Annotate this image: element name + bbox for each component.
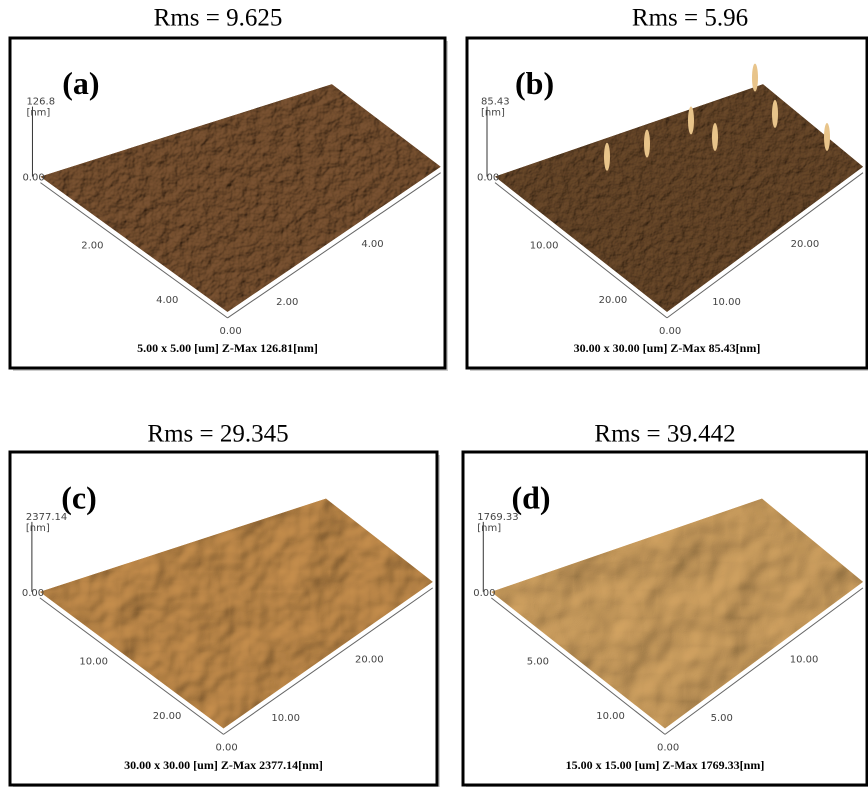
origin-label: 0.00 [220, 326, 242, 337]
panel-tag: (b) [515, 65, 554, 101]
z-max-label: 85.43 [481, 97, 510, 108]
spike [712, 123, 718, 151]
panel-title: Rms = 29.345 [147, 421, 288, 448]
y-tick-label: 4.00 [361, 239, 383, 250]
x-tick-label: 4.00 [156, 295, 178, 306]
y-tick-label: 10.00 [790, 654, 819, 665]
origin-label: 0.00 [659, 326, 681, 337]
x-tick-label: 10.00 [596, 711, 625, 722]
z-unit-label: [nm] [26, 108, 50, 119]
x-tick-label: 20.00 [153, 711, 182, 722]
figure: Rms = 9.625126.8[nm]0.002.004.004.002.00… [0, 0, 868, 787]
z-min-label: 0.00 [473, 588, 495, 599]
panel-caption: 5.00 x 5.00 [um] Z-Max 126.81[nm] [137, 341, 318, 355]
z-unit-label: [nm] [477, 523, 501, 534]
afm-panel: 85.43[nm] 0.00 10.00 20.00 20.00 10.00 0.00 30.… [467, 38, 868, 371]
panel-tag: (d) [511, 480, 550, 516]
z-min-label: 0.00 [477, 173, 499, 184]
spike [772, 100, 778, 128]
z-min-label: 0.00 [22, 588, 44, 599]
origin-label: 0.00 [657, 742, 679, 753]
origin-label: 0.00 [216, 742, 238, 753]
x-tick-label: 5.00 [527, 656, 549, 667]
spike [604, 143, 610, 171]
y-tick-label: 10.00 [712, 297, 741, 308]
y-tick-label: 20.00 [355, 654, 384, 665]
y-tick-label: 20.00 [791, 239, 820, 250]
panel-tag: (c) [61, 480, 97, 516]
z-unit-label: [nm] [481, 108, 505, 119]
panel-tag: (a) [62, 65, 99, 101]
spike [824, 123, 830, 151]
y-tick-label: 2.00 [276, 297, 298, 308]
afm-panel: 126.8[nm] 0.00 2.00 4.00 4.00 2.00 0.00 5.00 x … [10, 38, 448, 371]
x-tick-label: 2.00 [81, 241, 103, 252]
spike [752, 64, 758, 92]
x-tick-label: 20.00 [599, 295, 628, 306]
afm-panel: 1769.33[nm]0.005.0010.0010.005.000.0015.… [463, 452, 868, 787]
panel-caption: 30.00 x 30.00 [um] Z-Max 85.43[nm] [574, 341, 761, 355]
z-max-label: 126.8 [26, 97, 55, 108]
panel-caption: 30.00 x 30.00 [um] Z-Max 2377.14[nm] [124, 758, 323, 772]
panel-title: Rms = 9.625 [154, 5, 283, 32]
panel-title: Rms = 5.96 [632, 5, 748, 32]
afm-panel: 2377.14[nm]0.0010.0020.0020.0010.000.003… [10, 452, 440, 787]
panel-caption: 15.00 x 15.00 [um] Z-Max 1769.33[nm] [566, 758, 765, 772]
z-min-label: 0.00 [22, 173, 44, 184]
z-unit-label: [nm] [26, 523, 50, 534]
y-tick-label: 10.00 [271, 713, 300, 724]
x-tick-label: 10.00 [530, 241, 559, 252]
y-tick-label: 5.00 [711, 713, 733, 724]
panel-title: Rms = 39.442 [594, 421, 735, 448]
x-tick-label: 10.00 [79, 656, 108, 667]
spike [644, 130, 650, 158]
spike [688, 107, 694, 135]
